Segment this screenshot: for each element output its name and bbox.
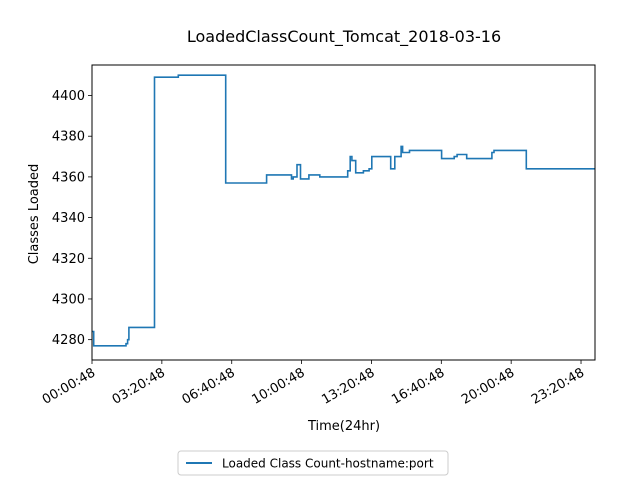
legend-box: [177, 450, 449, 476]
x-tick-label: 10:00:48: [250, 365, 308, 407]
y-tick-label: 4300: [52, 292, 85, 307]
plot-frame: [91, 64, 596, 361]
x-tick-label: 13:20:48: [319, 365, 377, 407]
legend-label: Loaded Class Count-hostname:port: [222, 457, 434, 471]
y-axis-label: Classes Loaded: [27, 164, 42, 265]
x-tick-label: 20:00:48: [459, 365, 517, 407]
chart-title: LoadedClassCount_Tomcat_2018-03-16: [187, 27, 501, 47]
x-axis-label: Time(24hr): [307, 419, 380, 434]
legend: Loaded Class Count-hostname:port: [177, 450, 449, 476]
x-tick-label: 00:00:48: [40, 365, 98, 407]
x-tick-label: 06:40:48: [180, 365, 238, 407]
y-tick-label: 4340: [52, 211, 85, 226]
y-tick-label: 4280: [52, 333, 85, 348]
x-tick-label: 23:20:48: [529, 365, 587, 407]
series-line-0: [92, 74, 595, 347]
y-tick-label: 4360: [52, 170, 85, 185]
x-tick-label: 03:20:48: [110, 365, 168, 407]
y-tick-label: 4400: [52, 89, 85, 104]
y-tick-label: 4380: [52, 130, 85, 145]
plot-area: 4280 4300 4320 4340 4360 4380 4400 00:00:48 03:2…: [40, 64, 596, 408]
y-tick-label: 4320: [52, 252, 85, 267]
x-tick-label: 16:40:48: [389, 365, 447, 407]
